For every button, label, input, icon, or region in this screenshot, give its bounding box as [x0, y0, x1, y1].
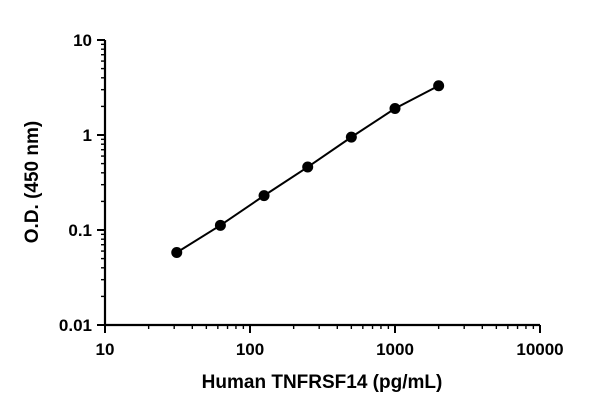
- x-axis: 10 100 1000 10000: [96, 325, 564, 359]
- y-tick-label: 0.1: [68, 221, 92, 240]
- y-tick-label: 1: [83, 126, 92, 145]
- data-series: [171, 80, 445, 258]
- data-point-marker: [302, 161, 314, 173]
- x-axis-title: Human TNFRSF14 (pg/mL): [201, 372, 443, 393]
- data-point-marker: [345, 131, 357, 143]
- x-tick-label: 10000: [516, 340, 563, 359]
- y-axis: 0.01 0.1 1 10: [59, 31, 105, 335]
- x-tick-label: 10: [96, 340, 115, 359]
- y-tick-label: 10: [73, 31, 92, 50]
- data-point-marker: [258, 190, 270, 202]
- data-point-marker: [214, 219, 226, 231]
- y-tick-label: 0.01: [59, 316, 92, 335]
- x-tick-label: 100: [236, 340, 264, 359]
- axis-frame: [103, 40, 540, 327]
- data-point-marker: [171, 246, 183, 258]
- x-tick-label: 1000: [376, 340, 414, 359]
- data-point-marker: [389, 103, 401, 115]
- data-point-marker: [433, 80, 445, 92]
- y-axis-title: O.D. (450 nm): [22, 120, 43, 244]
